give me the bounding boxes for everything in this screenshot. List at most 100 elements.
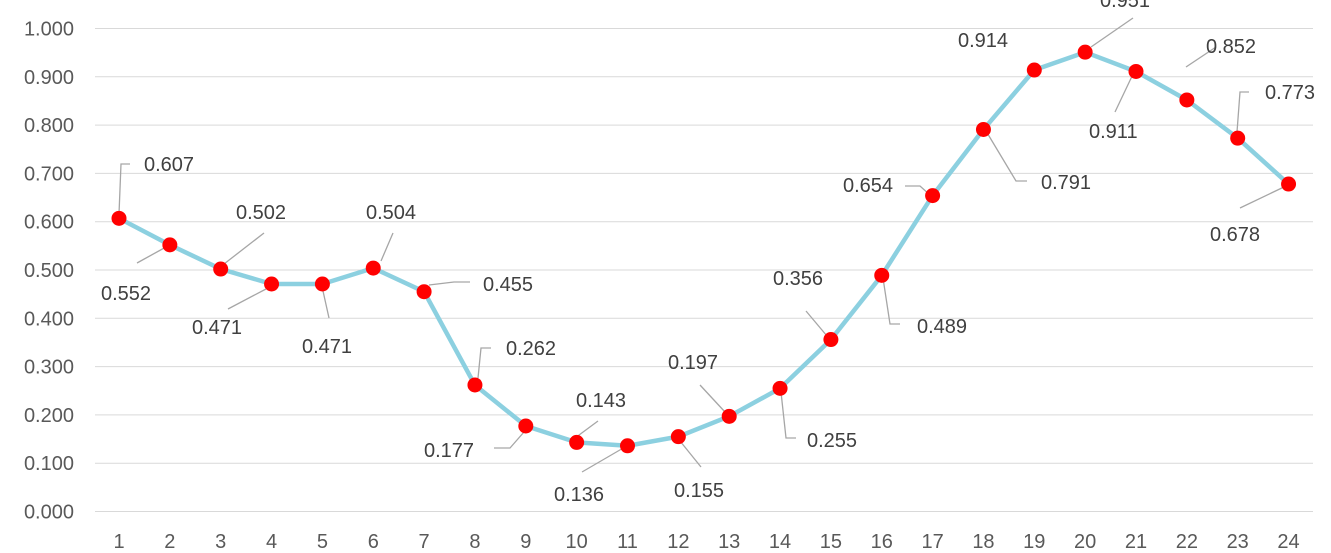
- data-label: 0.654: [843, 175, 893, 197]
- data-point: [772, 380, 788, 396]
- data-point: [925, 188, 941, 204]
- y-tick-label: 0.500: [24, 260, 74, 282]
- data-label-leader: [428, 281, 470, 286]
- x-tick-label: 16: [871, 531, 893, 553]
- y-tick-label: 0.300: [24, 357, 74, 379]
- data-label-leader: [477, 347, 491, 379]
- data-label-leader: [581, 446, 626, 473]
- data-point: [314, 276, 330, 292]
- x-tick-label: 22: [1176, 531, 1198, 553]
- data-label: 0.471: [302, 336, 352, 358]
- data-label: 0.951: [1100, 0, 1150, 12]
- data-label-leader: [699, 384, 726, 413]
- x-tick-label: 14: [769, 531, 791, 553]
- data-label: 0.471: [192, 317, 242, 339]
- y-tick-label: 0.100: [24, 453, 74, 475]
- data-label: 0.911: [1089, 121, 1138, 143]
- x-tick-label: 21: [1125, 531, 1147, 553]
- data-label: 0.155: [674, 480, 724, 502]
- y-tick-label: 0.000: [24, 502, 74, 524]
- data-point: [975, 121, 991, 137]
- data-label: 0.773: [1265, 82, 1315, 104]
- x-tick-label: 24: [1277, 531, 1299, 553]
- data-label-leader: [1239, 185, 1287, 209]
- data-point: [823, 332, 839, 348]
- x-tick-label: 18: [972, 531, 994, 553]
- data-label: 0.255: [807, 430, 857, 452]
- x-tick-label: 12: [667, 531, 689, 553]
- x-tick-label: 13: [718, 531, 740, 553]
- x-tick-label: 7: [419, 531, 430, 553]
- y-tick-label: 0.900: [24, 67, 74, 89]
- x-tick-label: 23: [1227, 531, 1249, 553]
- data-label: 0.356: [773, 268, 823, 290]
- data-label: 0.136: [554, 484, 604, 506]
- x-tick-label: 19: [1023, 531, 1045, 553]
- x-tick-label: 17: [921, 531, 943, 553]
- x-tick-label: 11: [617, 531, 638, 553]
- data-point: [874, 267, 890, 283]
- data-label-leader: [1090, 17, 1134, 48]
- y-tick-label: 0.700: [24, 163, 74, 185]
- data-label: 0.502: [236, 202, 286, 224]
- data-label-leader: [1185, 46, 1217, 68]
- data-point: [213, 261, 229, 277]
- data-point: [416, 284, 432, 300]
- data-label-leader: [227, 288, 267, 310]
- data-point: [620, 438, 635, 454]
- y-tick-label: 1.000: [24, 19, 74, 41]
- data-point: [569, 434, 585, 450]
- x-tick-label: 10: [566, 531, 588, 553]
- data-label: 0.455: [483, 274, 533, 296]
- x-tick-label: 5: [317, 531, 328, 553]
- data-point: [1230, 130, 1246, 146]
- x-tick-label: 20: [1074, 531, 1096, 553]
- data-point: [1179, 92, 1195, 108]
- data-point: [111, 210, 127, 226]
- data-label-leader: [322, 290, 330, 319]
- data-label-leader: [380, 232, 394, 262]
- x-tick-label: 2: [164, 531, 175, 553]
- data-label: 0.489: [917, 316, 967, 338]
- data-label-leader: [118, 163, 130, 215]
- data-point: [365, 260, 381, 276]
- data-label: 0.504: [366, 202, 416, 224]
- x-tick-label: 8: [469, 531, 480, 553]
- data-label-leader: [679, 440, 702, 468]
- data-point: [264, 276, 280, 292]
- data-label: 0.607: [144, 154, 194, 176]
- x-tick-label: 6: [368, 531, 379, 553]
- x-tick-label: 15: [820, 531, 842, 553]
- data-label-leader: [494, 431, 525, 449]
- data-label-leader: [1236, 91, 1249, 133]
- data-label: 0.552: [101, 283, 151, 305]
- data-label: 0.791: [1041, 172, 1091, 194]
- data-point: [1026, 62, 1042, 78]
- data-label: 0.177: [424, 440, 474, 462]
- x-tick-label: 3: [215, 531, 226, 553]
- data-point: [721, 408, 737, 424]
- data-point: [518, 418, 534, 434]
- data-label-leader: [1114, 71, 1135, 113]
- series-line: [116, 49, 1291, 449]
- data-point: [1281, 176, 1297, 192]
- data-label-leader: [136, 246, 167, 264]
- x-tick-label: 4: [266, 531, 277, 553]
- data-label: 0.852: [1206, 36, 1256, 58]
- data-label-leader: [985, 130, 1027, 182]
- x-tick-label: 1: [113, 531, 124, 553]
- data-label-leader: [574, 420, 599, 439]
- y-tick-label: 0.200: [24, 405, 74, 427]
- data-label: 0.262: [506, 338, 556, 360]
- y-tick-label: 0.600: [24, 212, 74, 234]
- data-label-leader: [882, 277, 900, 325]
- y-tick-label: 0.400: [24, 308, 74, 330]
- data-label: 0.914: [958, 30, 1008, 52]
- data-point: [162, 237, 178, 253]
- data-label-leader: [223, 232, 265, 265]
- data-label: 0.197: [668, 352, 718, 374]
- data-label: 0.678: [1210, 224, 1260, 246]
- data-point: [1128, 63, 1144, 79]
